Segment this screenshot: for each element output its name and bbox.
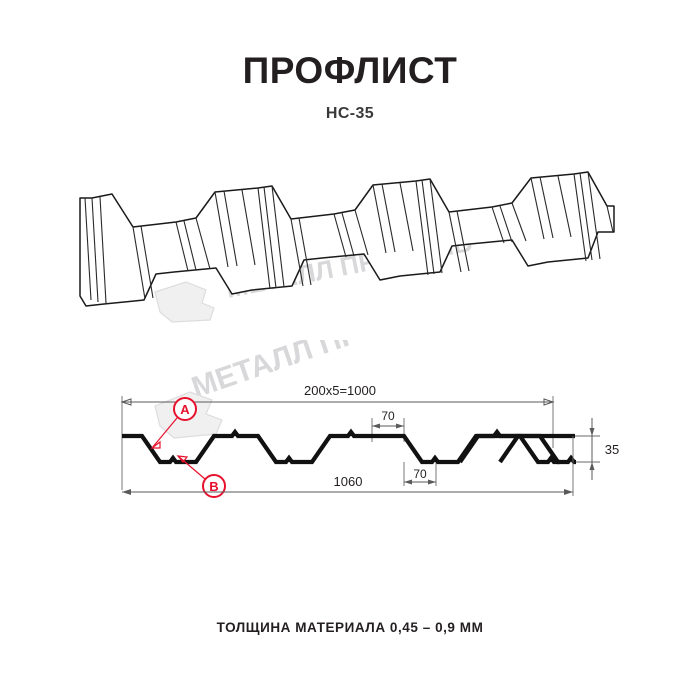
arrow-overall-left — [122, 489, 131, 495]
product-code: НС-35 — [325, 104, 375, 122]
material-thickness-note: ТОЛЩИНА МАТЕРИАЛА 0,45 – 0,9 ММ — [216, 620, 484, 635]
dimension-height-35: 35 — [575, 418, 619, 480]
arrow-bf-left — [404, 479, 412, 485]
callout-b-leader — [177, 455, 206, 480]
page-title: ПРОФЛИСТ — [242, 50, 458, 91]
arrow-h-bottom — [589, 462, 595, 470]
arrow-bf-right — [428, 479, 436, 485]
callout-b[interactable]: B — [176, 455, 226, 498]
callout-b-arrow — [176, 455, 189, 463]
dim-label-pitch: 200x5=1000 — [304, 383, 376, 398]
arrow-left — [120, 398, 132, 406]
dim-label-overall: 1060 — [334, 474, 363, 489]
title-block: ПРОФЛИСТ НС-35 — [0, 50, 700, 123]
dimension-bottom-flange-70: 70 — [403, 462, 437, 486]
dim-label-bottom-flange: 70 — [413, 467, 427, 481]
arrow-tf-left — [372, 423, 380, 429]
iso-sheet — [79, 171, 615, 307]
profile-outline-group — [122, 428, 576, 465]
profile-outline-right — [458, 433, 576, 465]
arrow-right — [543, 398, 555, 406]
callout-b-label: B — [209, 479, 218, 494]
iso-fold-lines — [84, 171, 614, 304]
callout-a-circle[interactable] — [173, 397, 197, 421]
dim-label-height: 35 — [605, 442, 619, 457]
dim-label-top-flange: 70 — [381, 409, 395, 423]
watermark-upper-logo — [154, 281, 215, 323]
profile-outline-right-top — [498, 433, 575, 464]
isometric-view: МЕТАЛЛ ПРОФИЛЬ — [0, 170, 700, 330]
callout-a-label: A — [180, 402, 190, 417]
isometric-svg: МЕТАЛЛ ПРОФИЛЬ — [79, 171, 615, 323]
callout-a[interactable]: A — [150, 397, 197, 449]
arrow-overall-right — [564, 489, 573, 495]
iso-sheet-body — [79, 171, 615, 307]
arrow-tf-right — [396, 423, 404, 429]
dimension-top-flange-70: 70 — [371, 409, 405, 442]
callout-a-leader — [151, 417, 178, 449]
dimension-1060: 1060 — [122, 436, 574, 496]
section-view: МЕТАЛЛ ПРОФИЛЬ 200x5=1000 70 — [0, 340, 700, 520]
callout-a-arrow — [150, 440, 161, 449]
arrow-h-top — [589, 428, 595, 436]
section-svg: МЕТАЛЛ ПРОФИЛЬ 200x5=1000 70 — [120, 340, 619, 498]
